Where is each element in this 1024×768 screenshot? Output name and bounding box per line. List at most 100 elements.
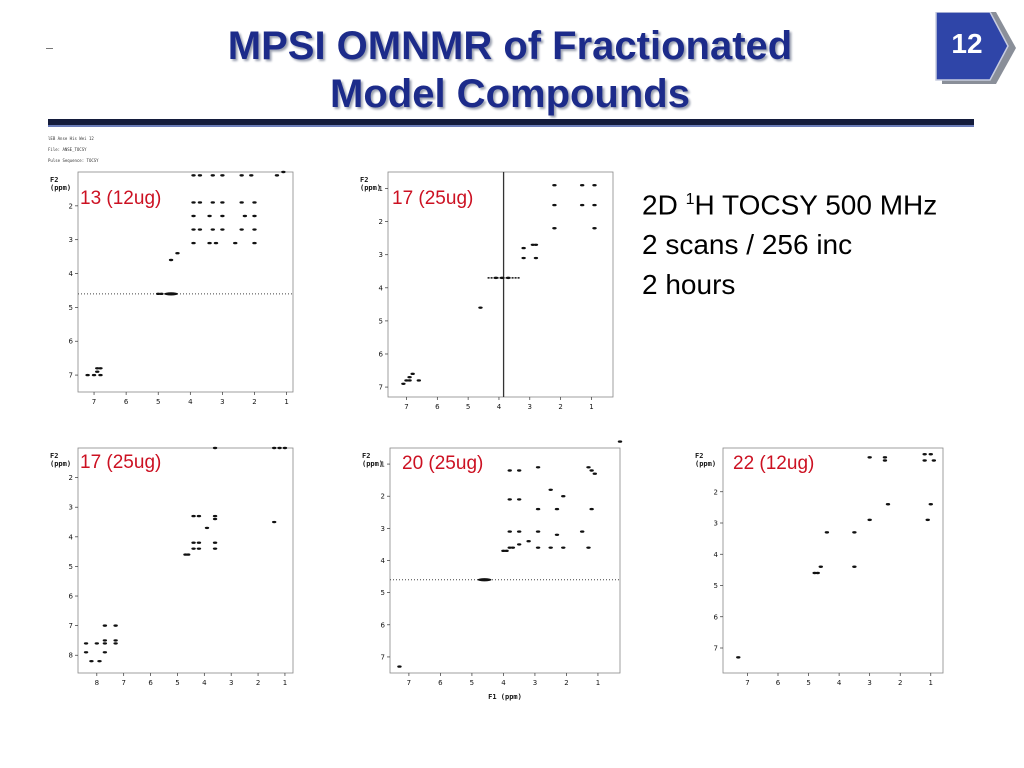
cross-peak bbox=[89, 659, 94, 663]
cross-peak bbox=[516, 530, 522, 533]
x-tick-label: 6 bbox=[124, 398, 129, 406]
cross-peak bbox=[210, 228, 215, 231]
x-tick-label: 1 bbox=[596, 679, 600, 687]
cross-peak bbox=[102, 651, 108, 654]
y-tick-label: 7 bbox=[69, 622, 73, 630]
x-tick-label: 2 bbox=[252, 398, 256, 406]
cross-peak bbox=[95, 370, 100, 373]
plot-frame bbox=[387, 171, 614, 398]
cross-peak bbox=[535, 530, 541, 533]
cross-peak bbox=[885, 503, 891, 506]
spectrum-plot-5: F2(ppm) 7 6 5 4 3 2 1 2 3 4 5 6 7 bbox=[695, 447, 944, 687]
cross-peak bbox=[510, 546, 516, 549]
cross-peak bbox=[499, 276, 505, 280]
cross-peak bbox=[197, 201, 203, 204]
plot-frame bbox=[389, 447, 621, 674]
cross-peak bbox=[928, 503, 933, 506]
cross-peak bbox=[521, 246, 526, 250]
cross-peak bbox=[242, 214, 248, 218]
page-number: 12 bbox=[951, 28, 983, 59]
cross-peak bbox=[516, 543, 522, 546]
cross-peak bbox=[210, 174, 215, 177]
cross-peak bbox=[191, 201, 196, 204]
cross-peak bbox=[521, 256, 526, 260]
x-tick-label: 4 bbox=[188, 398, 193, 406]
cross-peak bbox=[579, 530, 585, 533]
y-tick-label: 6 bbox=[381, 621, 386, 629]
y-tick-label: 6 bbox=[69, 338, 74, 346]
cross-peak bbox=[401, 382, 406, 385]
cross-peak bbox=[98, 367, 103, 370]
cross-peak bbox=[271, 446, 277, 450]
y-tick-label: 6 bbox=[379, 350, 384, 358]
y-tick-label: 2 bbox=[714, 488, 718, 496]
cross-peak bbox=[175, 252, 180, 255]
spectrum-panel-4: F2 (ppm) 7 6 5 4 3 2 1 1 2 3 4 5 6 7 F1 (ppm) bbox=[360, 440, 624, 708]
x-tick-label: 3 bbox=[220, 398, 224, 406]
cross-peak bbox=[516, 469, 522, 472]
cross-peak bbox=[197, 174, 203, 177]
cross-peak bbox=[852, 565, 857, 568]
cross-peak bbox=[159, 292, 164, 296]
cross-peak bbox=[212, 514, 218, 518]
header-line-1: lEB Anse His Wei 12 bbox=[48, 136, 94, 141]
cross-peak bbox=[507, 530, 512, 533]
cross-peak bbox=[98, 373, 103, 377]
cross-peak bbox=[493, 276, 499, 280]
panel-2-label: 17 (25ug) bbox=[392, 188, 474, 210]
cross-peak bbox=[507, 546, 512, 549]
x-tick-label: 4 bbox=[497, 403, 502, 411]
y-tick-label: 1 bbox=[379, 185, 383, 193]
y-tick-label: 3 bbox=[69, 504, 73, 512]
cross-peak bbox=[506, 276, 511, 280]
plot-frame bbox=[77, 447, 294, 674]
cross-peak bbox=[85, 373, 90, 377]
cross-peak bbox=[94, 642, 100, 645]
title-divider bbox=[48, 119, 974, 127]
cross-peak bbox=[207, 241, 212, 245]
x-tick-label: 2 bbox=[256, 679, 260, 687]
cross-peak bbox=[589, 469, 594, 472]
cross-peak bbox=[592, 227, 597, 230]
x-tick-label: 2 bbox=[558, 403, 562, 411]
cross-peak bbox=[83, 642, 89, 645]
cross-peak bbox=[922, 453, 927, 456]
cross-peak bbox=[586, 546, 591, 549]
panel-1-label: 13 (12ug) bbox=[80, 188, 162, 210]
cross-peak bbox=[213, 241, 219, 245]
cross-peak bbox=[852, 531, 857, 534]
x-tick-label: 4 bbox=[837, 679, 842, 687]
cross-peak bbox=[212, 541, 218, 544]
cross-peak bbox=[113, 642, 118, 645]
y-tick-label: 2 bbox=[69, 202, 73, 210]
y-axis-unit: (ppm) bbox=[360, 184, 381, 192]
cross-peak bbox=[931, 459, 937, 462]
cross-peak bbox=[220, 228, 225, 231]
cross-peak bbox=[191, 228, 196, 231]
cross-peak bbox=[592, 472, 597, 475]
spectrum-panel-3: F2 (ppm) 8 7 6 5 4 3 2 1 2 3 4 5 6 7 8 bbox=[48, 446, 298, 687]
x-tick-label: 7 bbox=[92, 398, 96, 406]
cross-peak bbox=[83, 651, 89, 654]
x-tick-label: 7 bbox=[121, 679, 125, 687]
cross-peak bbox=[196, 514, 202, 518]
y-tick-label: 5 bbox=[69, 304, 73, 312]
x-tick-label: 5 bbox=[175, 679, 179, 687]
x-tick-label: 7 bbox=[404, 403, 408, 411]
y-tick-label: 4 bbox=[69, 270, 74, 278]
spectrum-plot-3: F2(ppm) 8 7 6 5 4 3 2 1 2 3 4 5 6 7 8 bbox=[50, 446, 294, 687]
y-tick-label: 4 bbox=[69, 533, 74, 541]
cross-peak bbox=[554, 507, 560, 511]
x-tick-label: 7 bbox=[745, 679, 749, 687]
y-tick-label: 6 bbox=[69, 593, 74, 601]
y-axis-unit: (ppm) bbox=[695, 460, 716, 468]
cross-peak bbox=[252, 201, 257, 204]
cross-peak bbox=[552, 184, 557, 187]
info-line-1: 2D 1H TOCSY 500 MHz bbox=[642, 180, 937, 225]
x-tick-label: 1 bbox=[284, 398, 288, 406]
cross-peak bbox=[239, 201, 244, 204]
cross-peak bbox=[397, 665, 402, 668]
cross-peak bbox=[252, 214, 257, 218]
info-line-2: 2 scans / 256 inc bbox=[642, 229, 853, 261]
cross-peak bbox=[535, 507, 541, 511]
